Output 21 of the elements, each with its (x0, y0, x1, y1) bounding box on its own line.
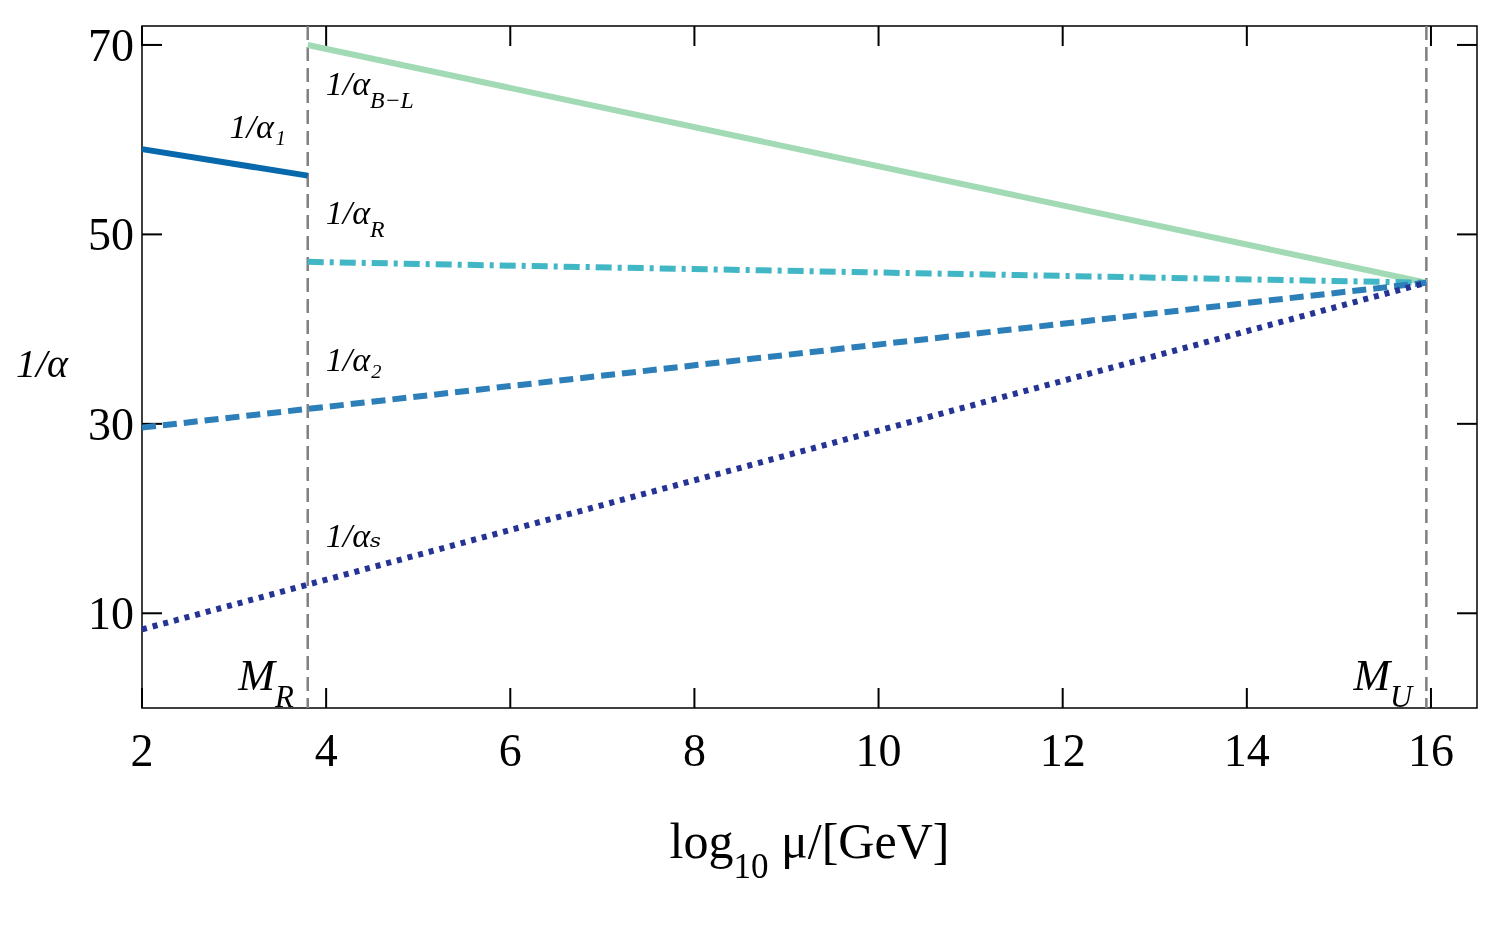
x-axis-title: log$_{10}$ μ/[GeV] (669, 813, 950, 886)
series-label: 1/α$_{B−L}$ (325, 64, 414, 113)
series-label: 1/α$_{R}$ (325, 193, 386, 242)
x-tick-label: 12 (1039, 725, 1086, 776)
ref-line-label: M$_{U}$ (1352, 651, 1415, 714)
y-tick-label: 70 (88, 19, 134, 71)
y-tick-label: 10 (88, 588, 134, 640)
y-axis-title: 1/α (15, 341, 70, 386)
x-tick-label: 4 (314, 725, 338, 776)
x-tick-label: 2 (130, 725, 154, 776)
x-tick-label: 6 (498, 725, 522, 776)
x-tick-label: 14 (1223, 725, 1270, 776)
series-label: 1/α₁ (229, 107, 286, 145)
x-tick-label: 10 (855, 725, 902, 776)
ref-line-label: M$_{R}$ (237, 651, 294, 714)
series-label: 1/αₛ (325, 516, 382, 554)
x-tick-label: 8 (682, 725, 706, 776)
y-tick-label: 30 (88, 398, 134, 450)
series-label: 1/α₂ (325, 340, 382, 378)
x-tick-label: 16 (1407, 725, 1454, 776)
y-tick-label: 50 (88, 209, 134, 261)
